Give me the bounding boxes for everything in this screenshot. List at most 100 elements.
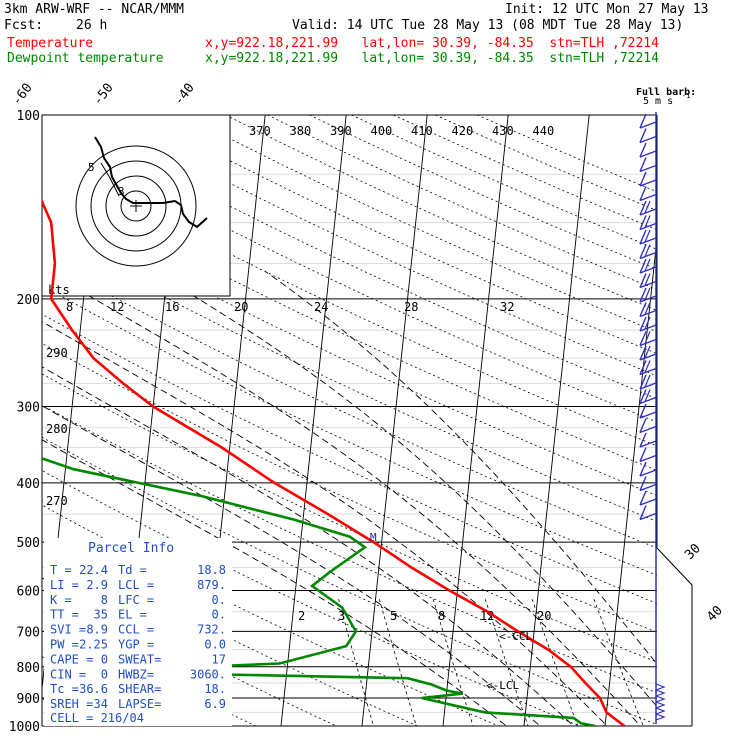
parcel-value: 0 [101, 652, 108, 666]
barb-flag [644, 244, 651, 257]
barb-shaft [639, 135, 657, 144]
barb-flag [639, 461, 647, 477]
pressure-tick-label: 400 [17, 477, 40, 492]
pressure-tick-label: 1000 [9, 720, 40, 735]
mixing-ratio-line [378, 599, 417, 726]
barb-flag [639, 215, 647, 230]
barb-shaft [639, 367, 657, 376]
barb-shaft [639, 396, 657, 405]
mixing-ratio-label: 2 [298, 609, 305, 623]
barb-shaft [639, 193, 657, 202]
valid-time: Valid: 14 UTC Tue 28 May 13 (08 MDT Tue … [292, 18, 684, 33]
dry-adiabat [351, 115, 657, 250]
full-barb-value: 5 m s [643, 96, 673, 107]
pressure-tick-label: 700 [17, 625, 40, 640]
barb-flag [639, 113, 647, 129]
isotherm [685, 87, 740, 739]
barb-shaft [639, 353, 657, 361]
barb-flag [639, 447, 647, 462]
dewpoint-profile [42, 457, 596, 726]
forecast-hour: 26 h [76, 18, 108, 33]
parcel-value: 0 [101, 667, 108, 681]
barb-shaft [639, 121, 657, 129]
barb-flag [639, 476, 647, 491]
hodograph-label: 5 [88, 161, 95, 174]
wind-barb [639, 490, 657, 506]
barb-flag [639, 171, 647, 187]
parcel-value: 3060. [190, 667, 226, 681]
parcel-key: SVI = [50, 623, 86, 637]
dry-adiabat [393, 115, 657, 231]
parcel-key: CIN = [50, 667, 86, 681]
dry-adiabat [42, 153, 657, 447]
hodograph-trace [94, 136, 208, 229]
barb-flag [644, 316, 651, 330]
parcel-info-title: Parcel Info [88, 541, 174, 556]
hodograph-ring [75, 145, 197, 267]
right-edge [656, 115, 693, 726]
isotherm [361, 115, 428, 726]
barb-shaft [639, 324, 657, 332]
wind-barb [639, 345, 657, 361]
barb-flag [644, 229, 651, 243]
top-isotherm-label: -50 [91, 81, 117, 109]
mixing-ratio-label: 5 [390, 609, 397, 623]
ccl-marker: <-CCL [499, 630, 532, 643]
theta-label: 390 [330, 124, 352, 138]
barb-shaft [639, 338, 657, 347]
dry-adiabat [225, 115, 657, 311]
barb-flag [644, 389, 651, 402]
barb-flag [644, 331, 651, 344]
parcel-value: 36.6 [79, 682, 108, 696]
hodograph-label: 3 [118, 185, 125, 198]
isotherm [604, 234, 657, 726]
hodograph-tick-label: 32 [500, 300, 514, 314]
wind-barb [639, 302, 657, 318]
mixing-ratio-label: 8 [438, 609, 445, 623]
parcel-value: 879. [197, 578, 226, 592]
mixing-ratio-label: 20 [537, 609, 551, 623]
wind-barb [639, 403, 657, 419]
barb-flag [639, 258, 647, 274]
parcel-value: 0. [212, 608, 226, 622]
wind-barb [639, 128, 657, 144]
top-isotherm-label: -40 [172, 81, 198, 109]
theta-side-label: 270 [46, 494, 68, 508]
full-barb-label: Full barb: [636, 87, 696, 98]
barb-flag [644, 360, 651, 373]
parcel-key: TT = [50, 608, 79, 622]
dry-adiabat [42, 230, 657, 522]
dry-adiabat [42, 257, 657, 549]
pressure-tick-label: 300 [17, 401, 40, 416]
barb-shaft [639, 251, 657, 260]
barb-flag [639, 418, 647, 433]
pressure-tick-label: 500 [17, 536, 40, 551]
parcel-key: SHEAR= [118, 682, 161, 696]
barb-shaft [639, 164, 657, 173]
dry-adiabat [42, 373, 657, 663]
barb-shaft [639, 483, 657, 492]
dry-adiabat [42, 470, 581, 726]
wind-barb [639, 244, 657, 260]
barb-flag [639, 360, 647, 375]
model-title: 3km ARW-WRF -- NCAR/MMM [4, 2, 185, 17]
barb-near-surface [655, 713, 666, 721]
wind-barb [639, 229, 657, 245]
wind-barb [639, 171, 657, 187]
barb-shaft [639, 411, 657, 419]
barb-shaft [639, 150, 657, 158]
parcel-value: 8 [101, 593, 108, 607]
parcel-value: 18.8 [197, 563, 226, 577]
barb-shaft [639, 382, 657, 390]
wind-barb [639, 273, 657, 289]
moist-adiabat [42, 321, 608, 726]
parcel-key: EL = [118, 608, 147, 622]
wind-barb [639, 389, 657, 405]
barb-shaft [639, 454, 657, 463]
barb-flag [639, 128, 647, 143]
barb-shaft [639, 266, 657, 274]
parcel-key: LI = [50, 578, 79, 592]
barb-flag [639, 490, 647, 506]
barb-flag [639, 389, 647, 404]
parcel-key: LAPSE= [118, 697, 161, 711]
